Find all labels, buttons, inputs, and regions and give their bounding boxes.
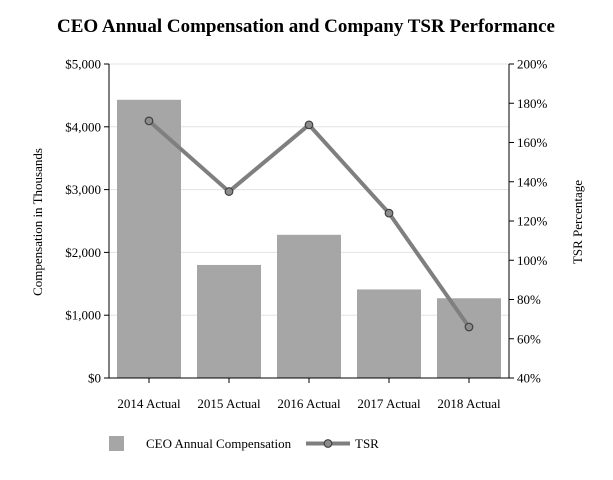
bar-4 bbox=[437, 298, 501, 378]
y-tick-label-4: $4,000 bbox=[65, 119, 101, 134]
tick-labels: $0 $1,000 $2,000 $3,000 $4,000 $5,000 40% 60% 80… bbox=[65, 57, 547, 412]
legend: CEO Annual Compensation TSR bbox=[109, 436, 379, 451]
bar-1 bbox=[197, 264, 261, 378]
legend-bar-swatch bbox=[109, 436, 124, 451]
tsr-point-0 bbox=[144, 116, 154, 126]
bar-3 bbox=[357, 289, 421, 378]
legend-line-label: TSR bbox=[355, 436, 379, 451]
legend-bar-label: CEO Annual Compensation bbox=[146, 436, 292, 451]
tsr-line-series bbox=[144, 116, 474, 332]
y-axis-label: Compensation in Thousands bbox=[30, 148, 45, 296]
y-right-tick-label-2: 80% bbox=[517, 292, 541, 307]
y-right-tick-label-1: 60% bbox=[517, 331, 541, 346]
tsr-point-3 bbox=[384, 208, 394, 218]
y-right-tick-label-0: 40% bbox=[517, 371, 541, 386]
x-tick-label-0: 2014 Actual bbox=[117, 396, 181, 411]
tsr-point-2 bbox=[304, 120, 314, 130]
legend-line-marker bbox=[323, 439, 333, 448]
y-right-tick-label-3: 100% bbox=[517, 253, 548, 268]
y-tick-label-1: $1,000 bbox=[65, 308, 101, 323]
x-tick-label-2: 2016 Actual bbox=[277, 396, 341, 411]
x-tick-label-3: 2017 Actual bbox=[357, 396, 421, 411]
x-tick-label-1: 2015 Actual bbox=[197, 396, 261, 411]
x-tick-label-4: 2018 Actual bbox=[437, 396, 501, 411]
bar-0 bbox=[117, 99, 181, 379]
y-right-tick-label-8: 200% bbox=[517, 57, 548, 72]
y-tick-label-5: $5,000 bbox=[65, 57, 101, 72]
bar-2 bbox=[277, 234, 341, 378]
y-tick-label-3: $3,000 bbox=[65, 182, 101, 197]
y-right-tick-label-4: 120% bbox=[517, 214, 548, 229]
y-tick-label-2: $2,000 bbox=[65, 245, 101, 260]
y-right-tick-label-6: 160% bbox=[517, 135, 548, 150]
tsr-point-1 bbox=[224, 187, 234, 196]
chart-title: CEO Annual Compensation and Company TSR … bbox=[57, 16, 555, 37]
tsr-point-4 bbox=[464, 322, 474, 332]
bar-series bbox=[117, 99, 501, 379]
axes bbox=[104, 63, 514, 383]
y-right-tick-label-7: 180% bbox=[517, 96, 548, 111]
y-axis-right-label: TSR Percentage bbox=[570, 180, 585, 264]
y-tick-label-0: $0 bbox=[88, 371, 101, 386]
y-right-tick-label-5: 140% bbox=[517, 174, 548, 189]
